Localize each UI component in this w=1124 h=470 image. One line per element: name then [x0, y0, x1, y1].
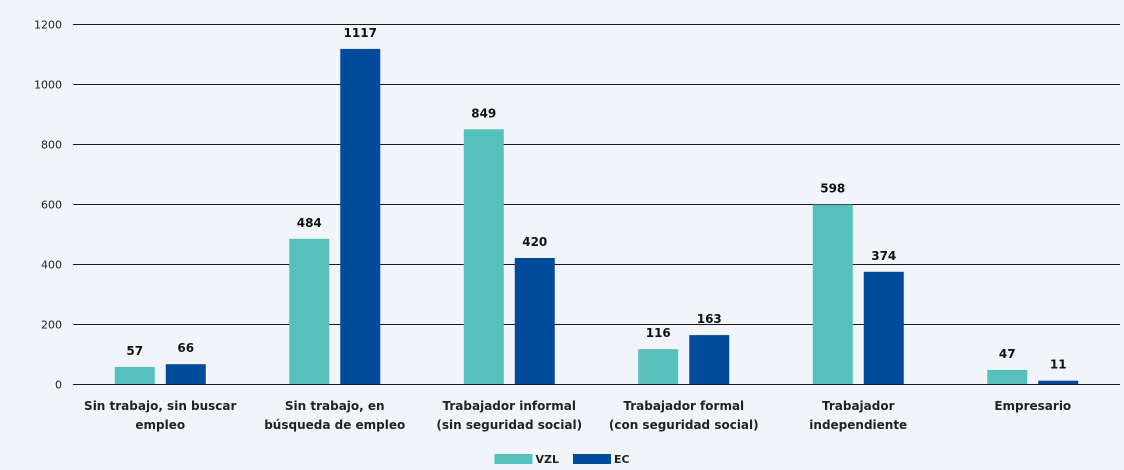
data-label: 66	[177, 341, 194, 355]
data-label: 11	[1050, 358, 1067, 372]
bar-vzl	[463, 129, 504, 384]
data-label: 420	[522, 235, 547, 249]
data-label: 163	[697, 312, 722, 326]
bar-vzl	[987, 369, 1028, 384]
bar-ec	[165, 364, 206, 384]
y-tick-label: 400	[41, 259, 62, 272]
y-tick-label: 600	[41, 199, 62, 212]
data-label: 484	[297, 216, 322, 230]
legend-label: EC	[614, 453, 630, 466]
category-label: búsqueda de empleo	[264, 418, 405, 432]
category-label: Empresario	[994, 399, 1071, 413]
bar-vzl	[289, 238, 330, 384]
category-label: Trabajador formal	[623, 399, 744, 413]
data-label: 849	[471, 106, 496, 120]
legend: VZL EC	[494, 453, 630, 466]
category-label: independiente	[809, 418, 907, 432]
category-label: Sin trabajo, sin buscar	[84, 399, 236, 413]
bar-vzl	[114, 366, 155, 384]
bar-vzl	[638, 349, 679, 384]
data-label: 116	[646, 326, 671, 340]
bars	[114, 48, 1079, 385]
legend-swatch-ec	[572, 454, 611, 464]
y-tick-label: 1000	[34, 79, 62, 92]
bar-ec	[340, 48, 381, 385]
data-label: 1117	[344, 26, 377, 40]
y-tick-label: 200	[41, 319, 62, 332]
category-label: Trabajador	[822, 399, 895, 413]
legend-label: VZL	[535, 453, 559, 466]
gridlines	[73, 24, 1120, 385]
bar-vzl	[812, 204, 853, 384]
y-tick-label: 1200	[34, 19, 62, 32]
category-label: Trabajador informal	[443, 399, 576, 413]
bar-ec	[1038, 380, 1079, 384]
y-axis-ticks: 0 200 400 600 800 1000 1200	[34, 19, 62, 392]
data-labels: 57 66 484 1117 849 420 116 163 598 374 47 11	[126, 26, 1066, 372]
category-label: (sin seguridad social)	[436, 418, 582, 432]
y-tick-label: 0	[55, 379, 62, 392]
data-label: 57	[126, 344, 143, 358]
data-label: 374	[871, 249, 896, 263]
category-label: empleo	[135, 418, 185, 432]
category-labels: Sin trabajo, sin buscar empleo Sin trabajo…	[84, 399, 1071, 432]
category-label: (con seguridad social)	[609, 418, 759, 432]
data-label: 598	[820, 182, 845, 196]
bar-ec	[863, 271, 904, 384]
data-label: 47	[999, 347, 1016, 361]
category-label: Sin trabajo, en	[285, 399, 385, 413]
bar-ec	[514, 258, 555, 384]
legend-swatch-vzl	[494, 454, 533, 464]
y-tick-label: 800	[41, 139, 62, 152]
bar-ec	[689, 335, 730, 384]
